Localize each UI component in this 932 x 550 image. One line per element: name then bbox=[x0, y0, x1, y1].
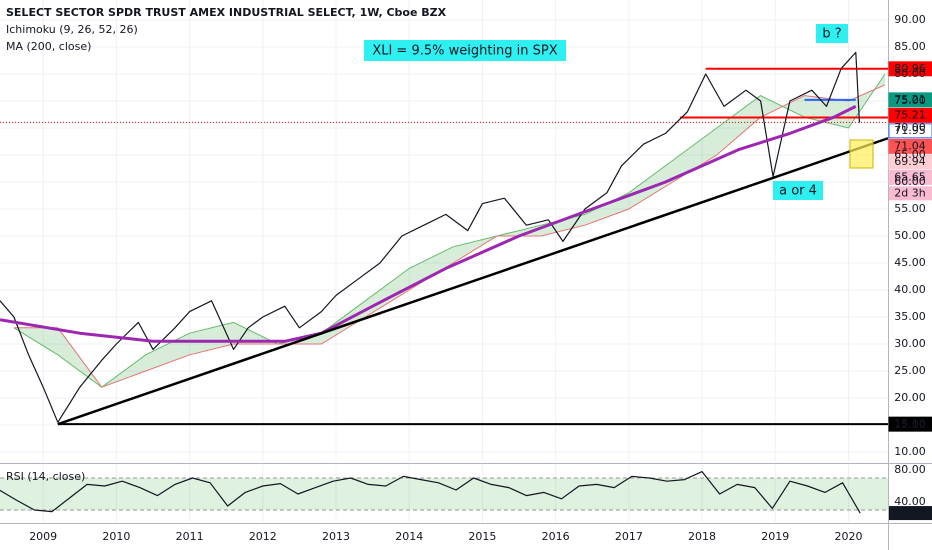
price-tag bbox=[888, 169, 932, 185]
annotation-box bbox=[816, 24, 848, 43]
price-tags: 80.96 75.21 75.21 71.95 71.04 69.94 65.65 15.16… bbox=[888, 61, 932, 432]
y-tick-label: 85.00 bbox=[894, 40, 926, 53]
rsi-title: RSI (14, close) bbox=[6, 470, 85, 483]
price-tag bbox=[888, 107, 932, 123]
rsi-band bbox=[0, 478, 888, 510]
y-tick-label: 40.00 bbox=[894, 283, 926, 296]
x-tick-label: 2019 bbox=[761, 530, 789, 543]
indicator-label: MA (200, close) bbox=[6, 40, 91, 53]
ichimoku-cloud bbox=[13, 73, 886, 388]
x-tick-label: 2016 bbox=[542, 530, 570, 543]
y-tick-label: 20.00 bbox=[894, 391, 926, 404]
y-tick-label: 50.00 bbox=[894, 229, 926, 242]
price-tag-label: 75.21 bbox=[894, 108, 926, 121]
indicator-label: Ichimoku (9, 26, 52, 26) bbox=[6, 23, 138, 36]
y-tick-label: 25.00 bbox=[894, 364, 926, 377]
x-tick-label: 2015 bbox=[468, 530, 496, 543]
x-tick-label: 2013 bbox=[322, 530, 350, 543]
chart-title: SELECT SECTOR SPDR TRUST AMEX INDUSTRIAL… bbox=[6, 6, 447, 19]
rsi-tag bbox=[889, 506, 932, 521]
rsi-tick-label: 80.00 bbox=[894, 463, 926, 476]
x-tick-label: 2018 bbox=[688, 530, 716, 543]
price-tag-label: 71.95 bbox=[894, 124, 926, 137]
y-tick-label: 80.00 bbox=[894, 67, 926, 80]
y-tick-label: 55.00 bbox=[894, 202, 926, 215]
price-line bbox=[0, 105, 857, 343]
y-tick-label: 65.00 bbox=[894, 148, 926, 161]
countdown-tag bbox=[889, 186, 932, 201]
price-tag bbox=[888, 138, 932, 154]
price-line bbox=[0, 471, 861, 514]
x-tick-label: 2014 bbox=[395, 530, 423, 543]
annotation-box bbox=[773, 181, 823, 200]
price-tag-label: 65.65 bbox=[894, 170, 926, 183]
y-tick-label: 35.00 bbox=[894, 310, 926, 323]
price-line bbox=[0, 51, 861, 423]
price-tag-label: 15.16 bbox=[894, 417, 926, 430]
countdown-label: 2d 3h bbox=[894, 186, 925, 199]
rsi-tag-label: 26.17 bbox=[894, 506, 926, 519]
price-tag bbox=[888, 416, 932, 432]
x-tick-label: 2009 bbox=[29, 530, 57, 543]
x-tick-label: 2011 bbox=[176, 530, 204, 543]
ichimoku-span bbox=[13, 84, 886, 388]
y-tick-label: 90.00 bbox=[894, 13, 926, 26]
y-tick-label: 15.00 bbox=[894, 418, 926, 431]
price-tag bbox=[888, 123, 932, 139]
price-tag bbox=[888, 61, 932, 77]
price-tag-label: 71.04 bbox=[894, 139, 926, 152]
y-tick-label: 75.00 bbox=[894, 94, 926, 107]
price-tag-label: 69.94 bbox=[894, 155, 926, 168]
highlight-box bbox=[849, 139, 874, 169]
annotation: b ? bbox=[822, 27, 841, 42]
y-tick-label: 70.00 bbox=[894, 121, 926, 134]
annotation: XLI = 9.5% weighting in SPX bbox=[372, 44, 557, 59]
x-tick-label: 2012 bbox=[249, 530, 277, 543]
y-tick-label: 30.00 bbox=[894, 337, 926, 350]
x-tick-label: 2017 bbox=[615, 530, 643, 543]
ichimoku-span bbox=[13, 73, 886, 388]
price-tag bbox=[888, 154, 932, 170]
plot-layer bbox=[0, 0, 889, 522]
price-tag-label: 75.21 bbox=[894, 93, 926, 106]
y-tick-label: 10.00 bbox=[894, 445, 926, 458]
trend-line bbox=[57, 137, 889, 426]
price-tag-label: 80.96 bbox=[894, 62, 926, 75]
x-tick-label: 2020 bbox=[834, 530, 862, 543]
x-tick-label: 2010 bbox=[102, 530, 130, 543]
price-tag bbox=[888, 92, 932, 108]
y-tick-label: 45.00 bbox=[894, 256, 926, 269]
annotation: a or 4 bbox=[779, 184, 817, 199]
y-tick-label: 60.00 bbox=[894, 175, 926, 188]
annotation-box bbox=[364, 40, 566, 61]
rsi-tick-label: 40.00 bbox=[894, 495, 926, 508]
